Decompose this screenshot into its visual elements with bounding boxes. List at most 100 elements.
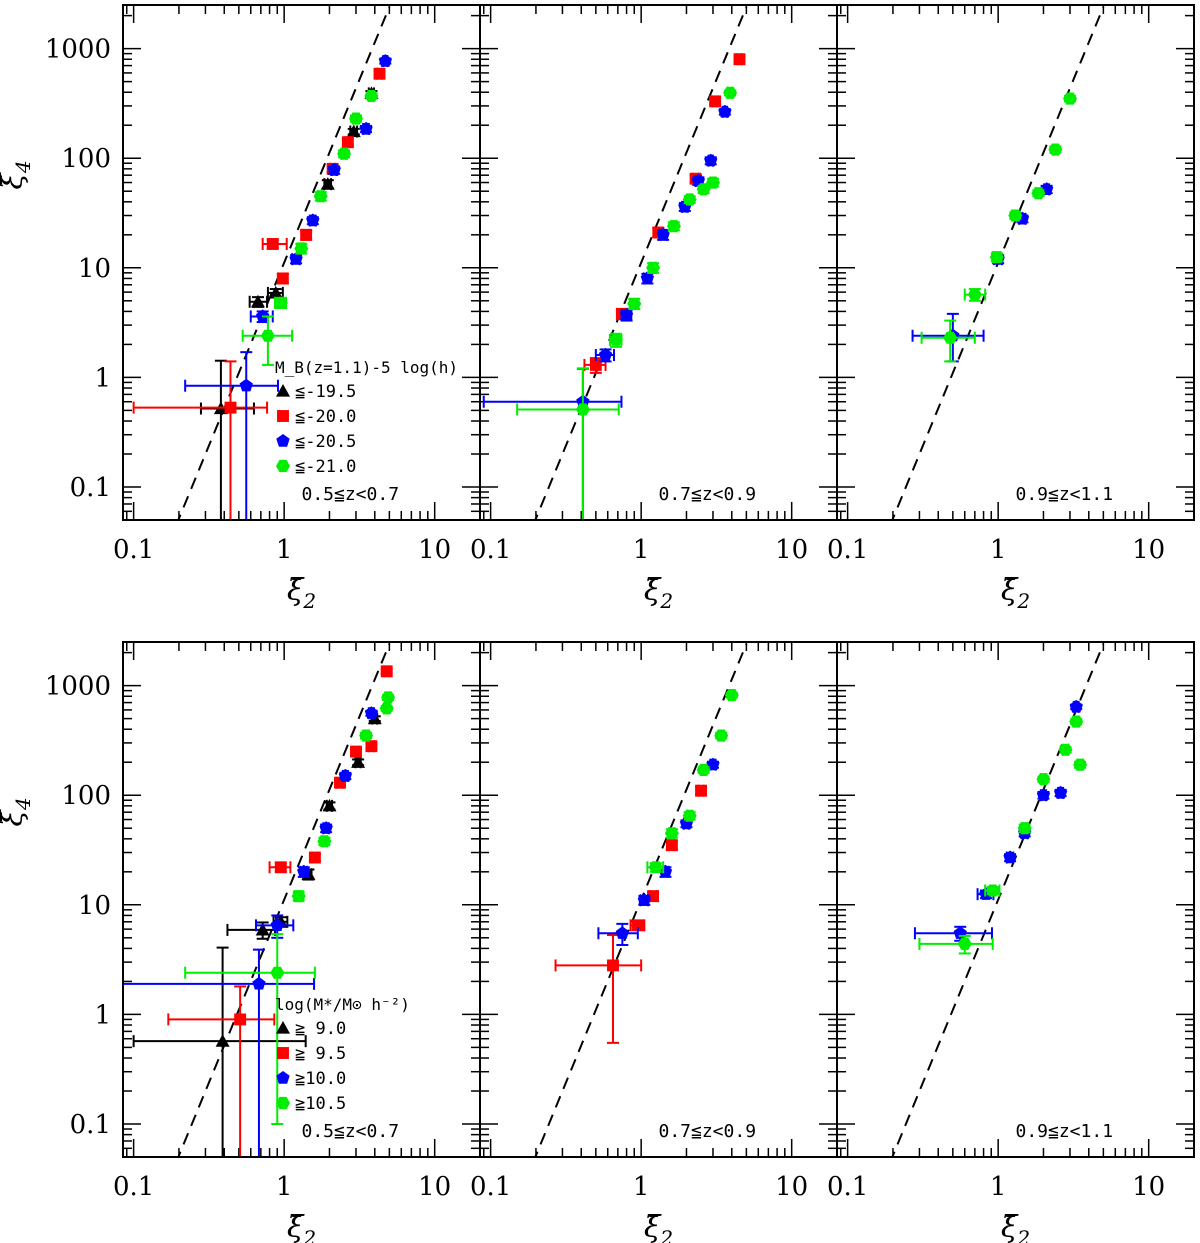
data-point [985,884,1000,897]
series-blue [184,54,392,520]
data-point [215,1034,230,1047]
data-point [359,121,373,135]
data-point [381,691,396,704]
legend-entry-label: ≧ 9.0 [295,1019,346,1039]
series-green [241,89,379,366]
data-point [268,285,283,299]
y-tick-label: 100 [61,144,111,174]
y-tick-label: 1 [94,1000,111,1030]
y-axis-label-sub: 4 [11,797,35,811]
reference-line [891,6,1105,520]
data-point [365,740,378,753]
data-point [273,296,288,309]
x-tick-label: 1 [276,535,293,565]
x-axis-label-sub: 2 [659,589,673,613]
data-point [270,918,284,931]
x-axis-label-sub: 2 [302,589,316,613]
x-axis-label: ξ̄2 [1001,573,1030,613]
legend-title: M_B(z=1.1)-5 log(h) [275,358,458,377]
panel-0: 0.1 1 10 0.1 1 10 100 1000 ξ̄4 ξ̄2 0.5≦z<0.7 M_B(z=… [0,4,481,613]
data-point [317,835,332,848]
data-point [656,227,670,241]
x-tick-label: 0.1 [827,1172,868,1202]
reference-line [534,643,748,1157]
data-point [322,798,337,812]
data-point [709,95,722,108]
data-point [589,358,602,371]
legend-entry-label: ≦-20.5 [295,432,356,452]
legend-marker [276,1071,290,1084]
data-point [615,926,629,939]
data-point [380,665,393,678]
data-point [989,251,1004,264]
legend-title: log(M*/M⊙ h⁻²) [275,995,410,1014]
legend-entry-label: ≧ 9.5 [295,1044,346,1064]
data-point [607,959,619,972]
series-blue [482,104,732,520]
data-point [255,922,270,936]
series-green [516,86,738,520]
data-point [337,147,352,160]
legend-marker [276,434,290,447]
data-point [250,294,265,308]
data-point [373,67,386,80]
panels-group: 0.1 1 10 0.1 1 10 100 1000 ξ̄4 ξ̄2 0.5≦z<0.7 M_B(z=… [0,4,1195,1243]
data-point [646,261,661,274]
y-tick-label: 10 [78,891,111,921]
data-point [306,213,320,227]
legend-marker [277,1047,289,1059]
data-point [696,763,711,776]
x-tick-label: 1 [276,1172,293,1202]
y-tick-label: 100 [61,781,111,811]
series-blue [913,699,1083,942]
x-axis-label-sub: 2 [302,1226,316,1243]
x-tick-label: 0.1 [827,535,868,565]
legend-entry-label: ≧10.0 [295,1069,346,1089]
data-point [1048,143,1063,156]
data-point [640,271,654,285]
series-green [184,691,396,1126]
panel-frame [836,4,1195,521]
data-point [682,193,697,206]
data-point [1058,743,1073,756]
data-point [723,86,738,99]
reference-line [891,643,1105,1157]
data-point [364,706,379,719]
data-point [1073,758,1088,771]
data-point [724,689,739,702]
data-point [319,821,333,834]
data-point [575,403,590,416]
data-point [665,839,678,852]
data-point [378,54,392,67]
data-point [704,153,718,167]
data-point [664,827,679,840]
data-point [294,242,309,255]
data-point [943,331,958,344]
y-tick-label: 1000 [45,672,111,702]
panel-2: 0.1 1 10 ξ̄2 0.9≦z<1.1 [827,4,1195,613]
data-point [350,745,362,758]
data-point [313,190,328,203]
data-point [266,238,279,250]
data-point [274,861,287,874]
x-tick-label: 10 [775,1172,808,1202]
data-point [714,729,729,742]
data-point [1036,788,1051,801]
x-tick-label: 10 [1132,535,1165,565]
data-point [300,228,313,241]
data-point [346,124,361,138]
x-tick-label: 0.1 [470,535,511,565]
series-green [918,715,1088,955]
series-green [920,92,1077,363]
x-axis-label-sub: 2 [1016,589,1030,613]
data-point [1054,785,1068,799]
legend-marker [276,384,290,397]
data-point [291,890,306,903]
series-red [583,53,746,374]
data-point [967,288,982,301]
panel-3: 0.1 1 10 0.1 1 10 100 1000 ξ̄4 ξ̄2 0.5≦z<0.7 log(M*… [0,641,481,1243]
data-point [957,937,972,950]
x-tick-label: 1 [990,535,1007,565]
redshift-label: 0.5≦z<0.7 [302,484,400,505]
